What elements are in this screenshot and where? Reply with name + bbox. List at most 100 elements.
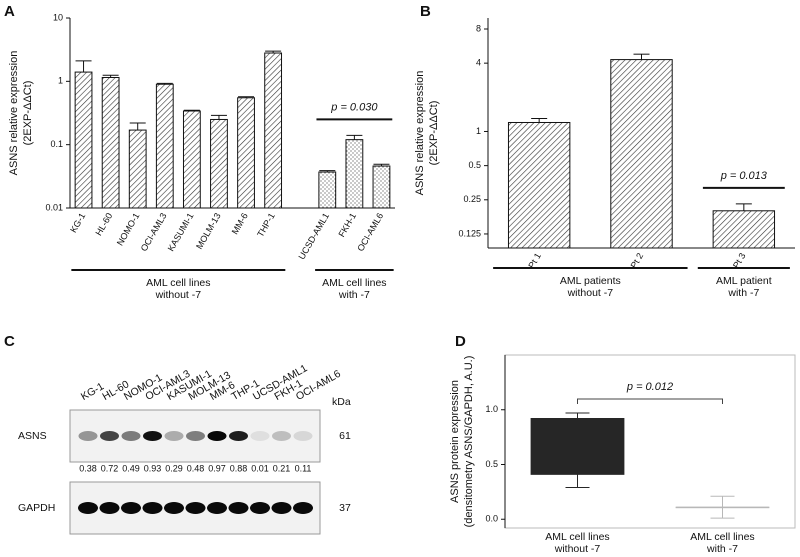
band: [293, 502, 313, 514]
x-tick-label: KASUMI-1: [166, 211, 196, 253]
panel-letter: A: [4, 3, 15, 20]
band: [121, 431, 141, 441]
bar: [372, 165, 391, 209]
bar: [128, 129, 147, 209]
panel-letter: B: [420, 3, 431, 20]
band: [143, 431, 162, 441]
y-tick-label: 1: [476, 126, 481, 136]
y-axis-label: (2EXP-ΔΔCt): [428, 101, 440, 166]
densitometry-value: 0.21: [273, 463, 291, 473]
densitometry-value: 0.72: [101, 463, 119, 473]
significance-label: p = 0.012: [626, 381, 673, 393]
x-tick-label: NOMO-1: [115, 211, 142, 247]
band: [121, 502, 141, 514]
densitometry-value: 0.11: [295, 463, 312, 473]
bar: [210, 118, 228, 209]
group-label: with -7: [338, 289, 370, 301]
band: [229, 431, 248, 441]
densitometry-value: 0.97: [208, 463, 226, 473]
densitometry-value: 0.49: [122, 463, 140, 473]
row-label: ASNS: [18, 430, 47, 442]
y-tick-label: 0.25: [463, 194, 481, 204]
bar: [345, 139, 364, 209]
bar: [74, 71, 93, 209]
bar: [237, 97, 255, 209]
y-tick-label: 0.1: [50, 139, 63, 149]
densitometry-value: 0.29: [165, 463, 183, 473]
band: [207, 502, 227, 514]
bar: [507, 121, 571, 249]
y-axis-label: (densitometry ASNS/GAPDH, A.U.): [463, 356, 475, 528]
panel-letter: C: [4, 333, 15, 350]
y-tick-label: 1.0: [485, 404, 498, 414]
x-tick-label: UCSD-AML1: [296, 211, 331, 261]
y-tick-label: 0.125: [458, 228, 481, 238]
x-tick-label: without -7: [554, 543, 601, 555]
x-tick-label: OCI-AML6: [355, 211, 385, 253]
y-tick-label: 8: [476, 23, 481, 33]
y-tick-label: 4: [476, 58, 481, 68]
band: [186, 431, 205, 441]
significance-label: p = 0.030: [330, 101, 378, 113]
bar: [610, 59, 673, 249]
group-label: AML cell lines: [146, 277, 210, 289]
bar: [264, 52, 283, 209]
band: [100, 431, 119, 441]
significance-label: p = 0.013: [720, 170, 768, 182]
band: [99, 502, 120, 514]
y-axis-label: (2EXP-ΔΔCt): [22, 81, 34, 146]
x-tick-label: AML cell lines: [690, 531, 754, 543]
band: [272, 431, 291, 441]
significance-bracket: [577, 398, 723, 405]
kda-label: 61: [339, 430, 351, 442]
y-tick-label: 1: [58, 76, 63, 86]
group-label: AML patients: [560, 275, 621, 287]
densitometry-value: 0.88: [230, 463, 248, 473]
band: [78, 502, 98, 514]
x-tick-label: with -7: [706, 543, 738, 555]
band: [78, 431, 98, 441]
x-tick-label: MOLM-13: [194, 211, 223, 251]
panel-letter: D: [455, 333, 466, 350]
band: [164, 502, 184, 514]
y-tick-label: 0.5: [485, 459, 498, 469]
group-label: without -7: [567, 287, 614, 299]
densitometry-value: 0.93: [144, 463, 162, 473]
band: [250, 431, 270, 441]
bar: [712, 210, 776, 249]
band: [164, 431, 184, 441]
band: [207, 431, 227, 441]
x-tick-label: HL-60: [93, 211, 114, 237]
bar: [318, 171, 337, 209]
y-axis-label: ASNS protein expression: [449, 380, 461, 503]
x-tick-label: THP-1: [255, 211, 277, 239]
densitometry-value: 0.48: [187, 463, 205, 473]
band: [185, 502, 206, 514]
band: [228, 502, 249, 514]
band: [142, 502, 163, 514]
densitometry-value: 0.38: [79, 463, 97, 473]
y-axis-label: ASNS relative expression: [414, 71, 426, 196]
y-tick-label: 0.01: [45, 202, 63, 212]
bar: [155, 83, 174, 209]
group-label: AML cell lines: [322, 277, 386, 289]
x-tick-label: MM-6: [230, 211, 250, 236]
densitometry-value: 0.01: [251, 463, 269, 473]
box: [530, 418, 625, 475]
group-label: with -7: [727, 287, 759, 299]
x-tick-label: FKH-1: [336, 211, 358, 239]
y-axis-label: ASNS relative expression: [8, 51, 20, 176]
group-label: AML patient: [716, 275, 772, 287]
y-tick-label: 10: [53, 12, 63, 22]
bar: [182, 110, 201, 209]
y-tick-label: 0.5: [468, 160, 481, 170]
x-tick-label: KG-1: [68, 211, 87, 234]
y-tick-label: 0.0: [485, 514, 498, 524]
x-tick-label: AML cell lines: [545, 531, 609, 543]
band: [293, 431, 313, 441]
bar: [101, 76, 120, 209]
group-label: without -7: [155, 289, 202, 301]
row-label: GAPDH: [18, 502, 55, 514]
x-tick-label: OCI-AML3: [139, 211, 169, 253]
